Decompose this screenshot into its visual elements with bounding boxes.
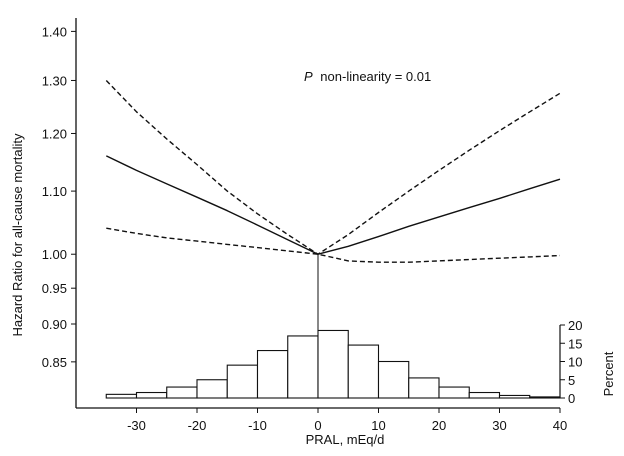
p-value-annotation: P non-linearity = 0.01	[304, 69, 431, 84]
histogram-bar	[287, 335, 319, 399]
p-text: non-linearity = 0.01	[320, 69, 431, 84]
histogram-bar	[256, 349, 289, 399]
x-tick-label: 30	[492, 418, 506, 433]
y-tick-label: 0.85	[42, 355, 67, 370]
y-tick-label: 1.10	[42, 184, 67, 199]
x-tick-label: 0	[314, 418, 321, 433]
histogram-bar	[408, 377, 440, 399]
x-tick-label: -10	[248, 418, 267, 433]
y2-tick-label: 15	[568, 336, 582, 351]
percent-histogram	[105, 329, 561, 399]
x-tick-label: 40	[553, 418, 567, 433]
lower-ci-line	[106, 227, 561, 263]
histogram-bar	[377, 360, 410, 399]
y2-axis-title: Percent	[601, 351, 616, 396]
y2-tick-label: 20	[568, 318, 582, 333]
x-tick-label: -30	[127, 418, 146, 433]
histogram-bar	[317, 329, 349, 399]
histogram-bar	[347, 344, 380, 399]
y-tick-label: 1.30	[42, 73, 67, 88]
histogram-bar	[166, 386, 198, 399]
estimate-line	[105, 155, 561, 255]
tick-labels: -30 -20 -10 0 10 20 30 40 0.85 0.90 0.95 1.00 1.10 1.…	[42, 24, 583, 433]
p-symbol: P	[304, 69, 313, 84]
histogram-bar	[468, 391, 501, 399]
y2-tick-label: 0	[568, 391, 575, 406]
x-axis-title: PRAL, mEq/d	[306, 432, 385, 447]
x-tick-label: 20	[432, 418, 446, 433]
y2-tick-label: 10	[568, 355, 582, 370]
x-tick-label: 10	[371, 418, 385, 433]
y-tick-label: 0.95	[42, 281, 67, 296]
histogram-bar	[438, 386, 470, 399]
y-tick-label: 0.90	[42, 317, 67, 332]
y-tick-label: 1.40	[42, 24, 67, 39]
histogram-bar	[135, 391, 168, 399]
histogram-bar	[226, 364, 259, 399]
upper-ci-line	[105, 80, 561, 255]
y2-tick-label: 5	[568, 373, 575, 388]
y-tick-label: 1.00	[42, 247, 67, 262]
x-tick-label: -20	[188, 418, 207, 433]
histogram-bar	[196, 379, 228, 399]
y-axis-title: Hazard Ratio for all-cause mortality	[10, 133, 25, 337]
spline-curves	[105, 80, 561, 331]
y-tick-label: 1.20	[42, 126, 67, 141]
